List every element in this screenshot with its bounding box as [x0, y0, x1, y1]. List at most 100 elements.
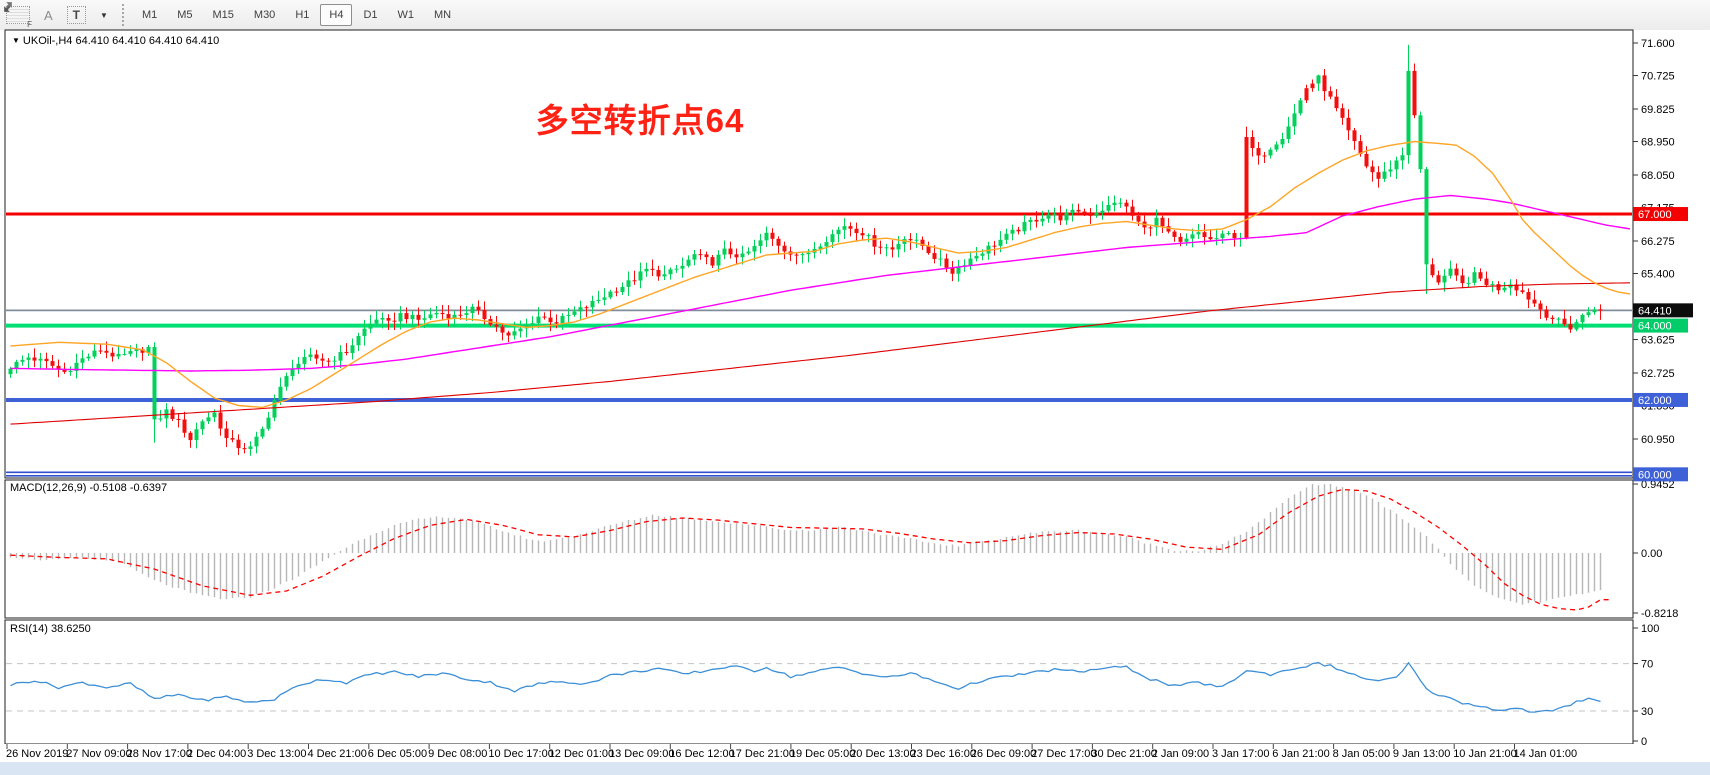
- candle-body: [50, 361, 55, 366]
- candle-body: [182, 419, 187, 433]
- rsi-tick-label: 100: [1641, 623, 1659, 635]
- candle-body: [974, 255, 979, 259]
- candle-body: [200, 421, 205, 430]
- candle-body: [1106, 205, 1111, 211]
- candle-body: [1226, 233, 1231, 235]
- candle-body: [1490, 284, 1495, 286]
- candle-body: [1064, 212, 1069, 221]
- timeframe-button-m1[interactable]: M1: [141, 9, 158, 21]
- ma-line-magenta: [10, 194, 1631, 372]
- candle-body: [1196, 232, 1201, 235]
- time-axis-label: 30 Dec 21:00: [1091, 748, 1156, 760]
- candle-body: [1466, 282, 1471, 284]
- timeframe-button-m30[interactable]: M30: [253, 9, 276, 21]
- candle-body: [1520, 290, 1525, 293]
- toolbar-grip-icon[interactable]: F: [6, 6, 32, 29]
- candle-body: [1376, 172, 1381, 179]
- candle-body: [572, 311, 577, 315]
- time-axis-label: 6 Dec 05:00: [368, 748, 427, 760]
- candle-body: [1244, 137, 1249, 238]
- rsi-line: [10, 661, 1601, 713]
- toolbar: F A T ▼ M1 M5 M15 M30 H1 H4 D1 W1 MN: [0, 0, 1710, 30]
- timeframe-button-m15[interactable]: M15: [212, 9, 234, 21]
- time-axis-label: 26 Nov 2019: [6, 748, 68, 760]
- current-price-badge: [1633, 303, 1693, 318]
- candle-body: [512, 331, 517, 336]
- candle-body: [860, 233, 865, 236]
- candle-body: [890, 247, 895, 250]
- symbol-dropdown-icon[interactable]: ▼: [12, 36, 20, 45]
- candle-body: [1484, 278, 1489, 285]
- timeframe-button-mn[interactable]: MN: [434, 9, 452, 21]
- candle-body: [1262, 155, 1267, 157]
- candle-body: [14, 361, 19, 369]
- candle-body: [344, 351, 349, 353]
- candle-body: [944, 258, 949, 268]
- candle-body: [1472, 272, 1477, 283]
- chart-panels[interactable]: [4, 29, 1634, 745]
- candle-body: [260, 428, 265, 437]
- candle-body: [206, 417, 211, 422]
- price-level-badge: [1633, 207, 1688, 222]
- candle-body: [8, 368, 13, 375]
- candle-body: [710, 257, 715, 266]
- candle-body: [1220, 233, 1225, 239]
- candle-body: [668, 269, 673, 275]
- candle-body: [896, 243, 901, 250]
- candle-body: [806, 252, 811, 255]
- candle-body: [530, 323, 535, 325]
- macd-indicator-label: MACD(12,26,9) -0.5108 -0.6397: [10, 482, 168, 494]
- candle-body: [1130, 206, 1135, 216]
- candle-body: [158, 418, 163, 420]
- candle-body: [524, 324, 529, 329]
- main-chart-panel[interactable]: [4, 29, 1634, 479]
- candle-body: [950, 267, 955, 274]
- text-style-a-button[interactable]: A: [44, 7, 53, 23]
- text-tool-button[interactable]: T: [66, 6, 87, 24]
- candle-body: [602, 297, 607, 300]
- candle-body: [290, 369, 295, 377]
- candle-body: [440, 312, 445, 315]
- candle-body: [1034, 219, 1039, 222]
- candle-body: [32, 357, 37, 361]
- candle-body: [914, 239, 919, 241]
- timeframe-button-h1[interactable]: H1: [295, 9, 310, 21]
- chart-annotation-text: 多空转折点64: [535, 102, 745, 139]
- candle-body: [470, 306, 475, 314]
- svg-text:62.000: 62.000: [1638, 395, 1672, 407]
- candle-body: [932, 253, 937, 259]
- candle-body: [80, 358, 85, 363]
- candle-body: [776, 238, 781, 246]
- candle-body: [1310, 83, 1315, 89]
- time-axis-label: 8 Jan 05:00: [1333, 748, 1391, 760]
- candle-body: [1166, 226, 1171, 232]
- rsi-panel[interactable]: [4, 619, 1634, 745]
- timeframe-button-w1[interactable]: W1: [397, 9, 415, 21]
- arrows-tool-button[interactable]: ▼: [4, 2, 108, 20]
- ma-line-orange: [10, 140, 1631, 409]
- timeframe-button-h4[interactable]: H4: [320, 4, 353, 26]
- candle-body: [596, 299, 601, 302]
- candle-body: [1304, 88, 1309, 101]
- macd-panel[interactable]: [4, 479, 1634, 619]
- candle-body: [1478, 272, 1483, 279]
- candle-body: [956, 266, 961, 274]
- candle-body: [1172, 231, 1177, 237]
- candle-body: [308, 354, 313, 358]
- candle-body: [824, 242, 829, 247]
- price-scale[interactable]: 71.60070.72569.82568.95068.05067.17566.2…: [1633, 38, 1693, 748]
- timeframe-button-d1[interactable]: D1: [363, 9, 378, 21]
- candle-body: [26, 357, 31, 360]
- candle-body: [1526, 292, 1531, 300]
- price-level-badge: [1633, 318, 1688, 333]
- candle-body: [818, 246, 823, 249]
- candle-body: [794, 254, 799, 256]
- candle-body: [1346, 117, 1351, 131]
- candle-body: [1016, 229, 1021, 232]
- candle-body: [908, 239, 913, 241]
- price-tick-label: 66.275: [1641, 236, 1675, 248]
- timeframe-button-m5[interactable]: M5: [177, 9, 193, 21]
- candle-body: [722, 248, 727, 255]
